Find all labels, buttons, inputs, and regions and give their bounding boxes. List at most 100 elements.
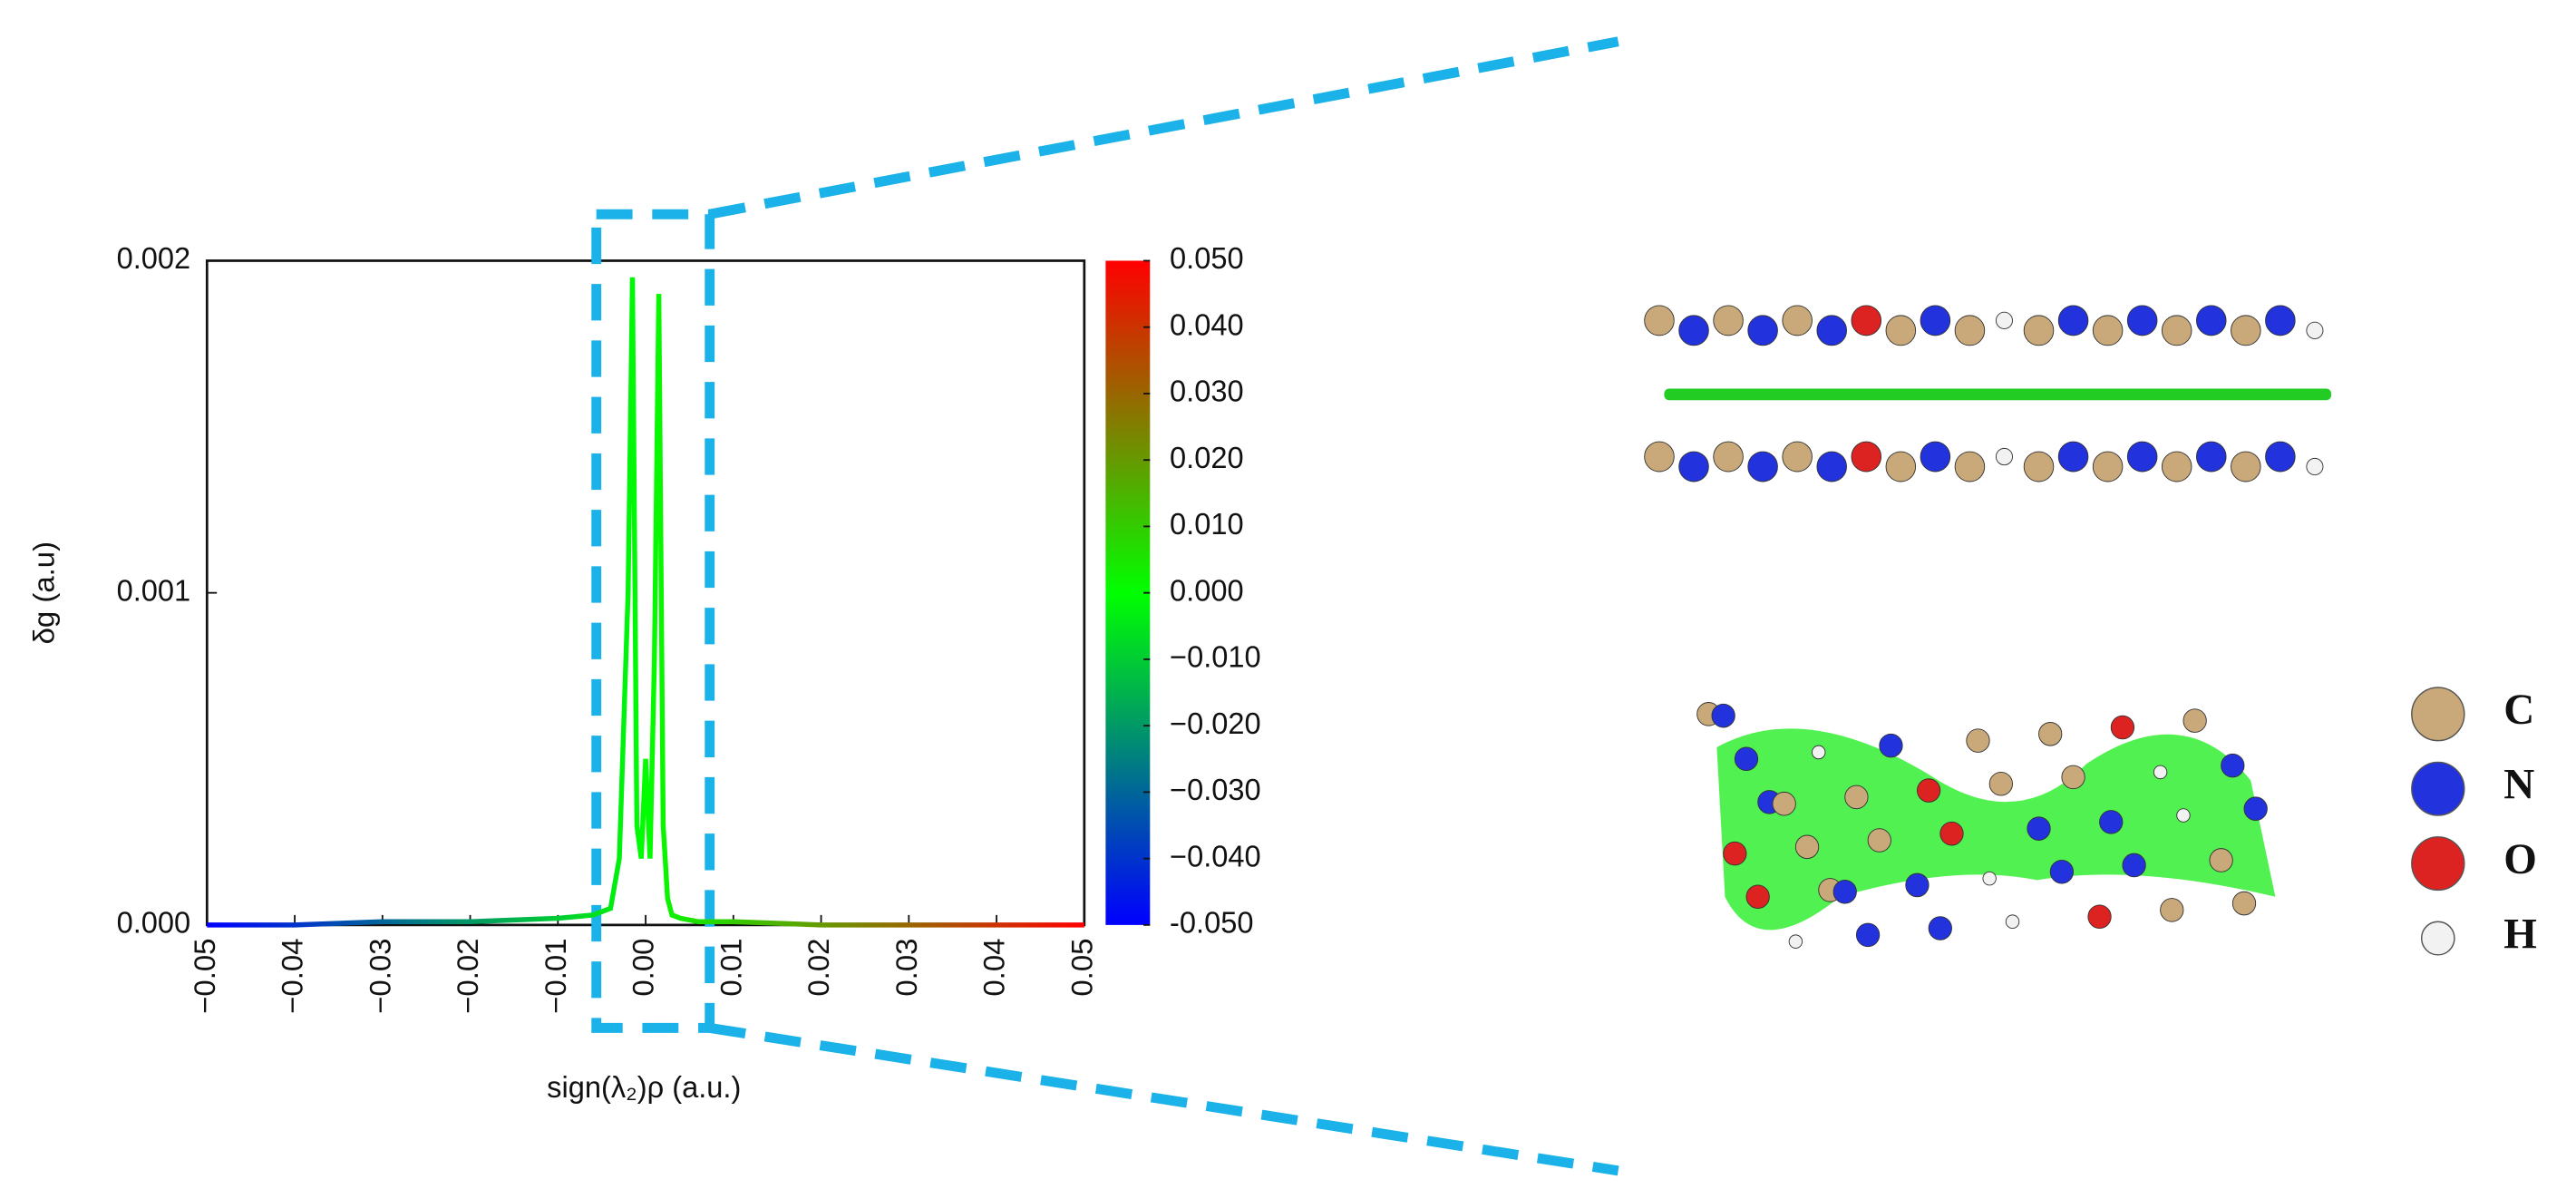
interaction-surface (1664, 388, 2332, 401)
atom (1816, 451, 1847, 482)
x-tick-label: −0.04 (276, 939, 309, 1014)
atom-legend-swatch (2411, 761, 2465, 816)
atom (2160, 898, 2184, 922)
atom (1879, 733, 1903, 758)
data-line (207, 277, 1084, 928)
x-tick-label: 0.03 (889, 939, 923, 997)
atom (2126, 305, 2158, 336)
colorbar-tick-label: −0.010 (1170, 639, 1261, 673)
y-tick-label: 0.001 (117, 573, 191, 607)
atom (2061, 765, 2085, 790)
atom (1982, 871, 1997, 886)
atom (2209, 848, 2233, 872)
atom (1851, 305, 1882, 336)
colorbar-tick-label: 0.020 (1170, 441, 1244, 474)
atom-legend-label: N (2503, 761, 2534, 808)
atom (2176, 808, 2191, 823)
x-axis-label: sign(λ₂)ρ (a.u.) (547, 1070, 741, 1104)
colorbar-tick-label: -0.050 (1170, 905, 1253, 939)
colorbar (1105, 260, 1151, 925)
atom (2049, 860, 2075, 884)
atom (1954, 315, 1986, 346)
atom-legend-swatch (2411, 687, 2465, 742)
colorbar-tick-label: −0.020 (1170, 707, 1261, 740)
atom (1905, 872, 1930, 898)
x-tick-label: 0.01 (714, 939, 748, 997)
colorbar-tick-label: 0.030 (1170, 374, 1244, 407)
atom (1788, 934, 1803, 949)
atom (2221, 753, 2245, 778)
atom (2110, 715, 2135, 740)
atom (2092, 315, 2124, 346)
colorbar-tick-label: 0.050 (1170, 241, 1244, 275)
atom (2153, 765, 2168, 780)
atom (2023, 315, 2055, 346)
y-axis-label: δg (a.u) (27, 541, 61, 645)
atom (1920, 441, 1951, 473)
atom (1644, 305, 1675, 336)
plot-frame (205, 259, 1086, 927)
atom (1855, 922, 1881, 948)
zoom-box (591, 36, 1619, 1176)
atom (1713, 305, 1744, 336)
atom (2231, 891, 2257, 916)
atom (1995, 311, 2013, 329)
atom (1885, 315, 1917, 346)
atom (1782, 305, 1813, 336)
x-tick-label: 0.00 (627, 939, 660, 997)
atom (2231, 315, 2261, 346)
atom (2161, 451, 2192, 482)
atom (2306, 321, 2324, 339)
y-tick-label: 0.002 (117, 241, 191, 275)
x-tick-label: 0.02 (802, 939, 835, 997)
colorbar-tick-label: −0.040 (1170, 839, 1261, 872)
atom (1939, 821, 1964, 846)
atom (1844, 785, 1869, 810)
x-tick-label: 0.05 (1065, 939, 1099, 997)
colorbar-tick-label: −0.030 (1170, 773, 1261, 806)
atom (2126, 441, 2158, 473)
atom-legend-label: H (2503, 911, 2537, 958)
atom (1812, 745, 1826, 760)
atom (1711, 703, 1735, 728)
atom (2023, 451, 2055, 482)
atom-legend-label: O (2503, 836, 2537, 883)
colorbar-tick-label: 0.000 (1170, 573, 1244, 607)
atom (1885, 451, 1917, 482)
atom (1772, 791, 1796, 816)
atom (2265, 305, 2296, 336)
atom (1916, 778, 1941, 803)
atom (2182, 708, 2207, 733)
atom (2243, 796, 2268, 821)
atom (1745, 884, 1770, 910)
atom (1851, 441, 1882, 473)
atom (2122, 853, 2146, 878)
atom (1988, 771, 2013, 796)
atom-legend-swatch (2420, 921, 2455, 956)
atom (2099, 810, 2124, 834)
x-tick-label: 0.04 (977, 939, 1011, 997)
atom (1734, 746, 1759, 772)
x-tick-label: −0.01 (539, 939, 572, 1014)
atom (1794, 834, 1820, 860)
atom (1644, 441, 1675, 473)
atom (2087, 904, 2112, 929)
x-tick-label: −0.03 (364, 939, 397, 1014)
atom (2092, 451, 2124, 482)
colorbar-tick-label: 0.010 (1170, 507, 1244, 541)
atom (1747, 451, 1778, 482)
atom (1723, 841, 1747, 866)
atom (1966, 728, 1990, 753)
atom-legend-swatch (2411, 836, 2465, 892)
atom (1832, 879, 1857, 904)
atom (1816, 315, 1847, 346)
atom (2005, 914, 2020, 929)
atom (1867, 828, 1891, 853)
atom (2306, 457, 2324, 476)
atom (1678, 315, 1709, 346)
atom (1920, 305, 1951, 336)
atom (1678, 451, 1709, 482)
